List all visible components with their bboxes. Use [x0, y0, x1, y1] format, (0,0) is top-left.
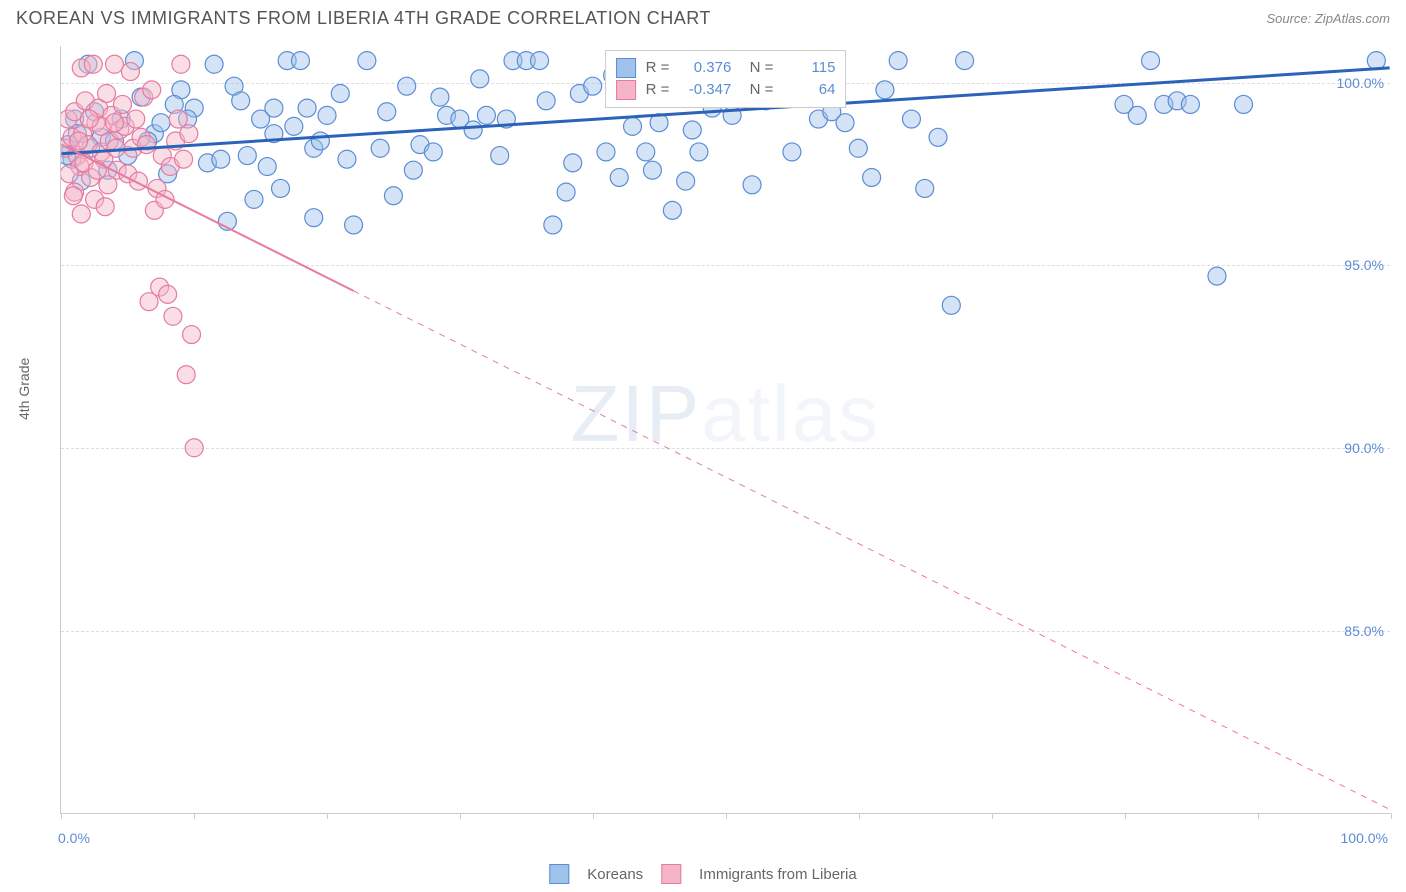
chart-source: Source: ZipAtlas.com — [1266, 11, 1390, 26]
chart-header: KOREAN VS IMMIGRANTS FROM LIBERIA 4TH GR… — [0, 0, 1406, 33]
legend-label-liberia: Immigrants from Liberia — [699, 866, 857, 883]
chart-plot-area: 85.0%90.0%95.0%100.0% ZIPatlas R = 0.376… — [60, 46, 1390, 814]
legend-r-label: R = — [646, 57, 670, 79]
legend-swatch-liberia — [616, 80, 636, 100]
chart-title: KOREAN VS IMMIGRANTS FROM LIBERIA 4TH GR… — [16, 8, 711, 29]
legend-n-value-liberia: 64 — [783, 79, 835, 101]
scatter-svg — [61, 46, 1390, 813]
y-axis-label: 4th Grade — [16, 358, 32, 420]
legend-row-liberia: R = -0.347 N = 64 — [616, 79, 836, 101]
correlation-legend: R = 0.376 N = 115 R = -0.347 N = 64 — [605, 50, 847, 108]
legend-swatch-liberia — [661, 864, 681, 884]
legend-r-value-koreans: 0.376 — [679, 57, 731, 79]
legend-r-value-liberia: -0.347 — [679, 79, 731, 101]
legend-n-label: N = — [741, 57, 773, 79]
legend-n-label: N = — [741, 79, 773, 101]
legend-swatch-koreans — [616, 58, 636, 78]
legend-swatch-koreans — [549, 864, 569, 884]
legend-n-value-koreans: 115 — [783, 57, 835, 79]
legend-label-koreans: Koreans — [587, 866, 643, 883]
series-legend: Koreans Immigrants from Liberia — [549, 864, 856, 884]
legend-r-label: R = — [646, 79, 670, 101]
x-axis-max-label: 100.0% — [1341, 830, 1388, 846]
legend-row-koreans: R = 0.376 N = 115 — [616, 57, 836, 79]
x-axis-min-label: 0.0% — [58, 830, 90, 846]
